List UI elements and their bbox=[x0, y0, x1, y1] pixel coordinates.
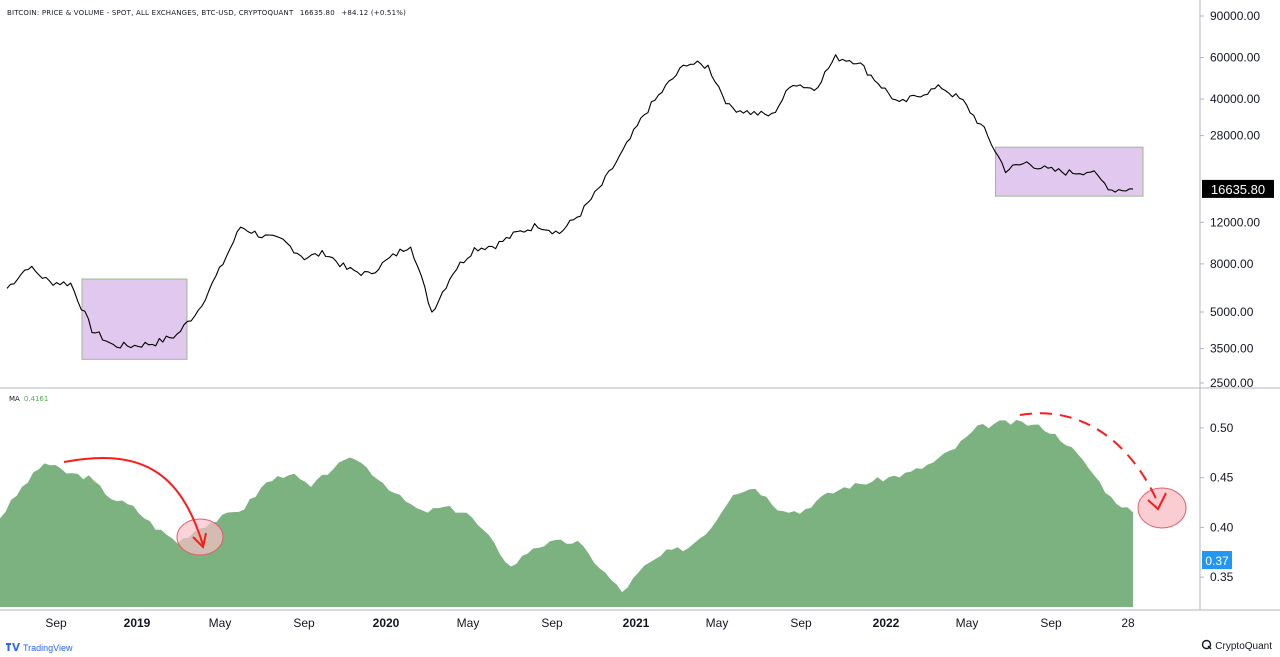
header-change: +84.12 (+0.51%) bbox=[341, 9, 407, 17]
cryptoquant-label: CryptoQuant bbox=[1215, 640, 1272, 652]
time-tick-label: May bbox=[706, 616, 729, 630]
highlight-boxes bbox=[81, 146, 1144, 360]
arrow-head-2 bbox=[1147, 492, 1167, 511]
price-tick-label: 12000.00 bbox=[1210, 215, 1260, 229]
price-tick-label: 2500.00 bbox=[1210, 376, 1254, 390]
tradingview-brand[interactable]: TradingView bbox=[6, 642, 73, 653]
ma-label: MA bbox=[9, 395, 20, 403]
time-tick-label: Sep bbox=[293, 616, 315, 630]
time-tick-label: May bbox=[457, 616, 480, 630]
time-tick-label: 2019 bbox=[124, 616, 151, 630]
price-tick-label: 28000.00 bbox=[1210, 129, 1260, 143]
bottom-circle-2 bbox=[1137, 487, 1187, 529]
ma-axis-ticks: 0.35 0.40 0.45 0.50 bbox=[1200, 421, 1234, 584]
time-tick-label: Sep bbox=[790, 616, 812, 630]
time-tick-label: Sep bbox=[541, 616, 563, 630]
time-tick-label: 2022 bbox=[873, 616, 900, 630]
price-tick-label: 8000.00 bbox=[1210, 257, 1254, 271]
ma-area bbox=[0, 419, 1133, 607]
ma-tick-label: 0.50 bbox=[1210, 421, 1234, 435]
chart-title: BITCOIN: PRICE & VOLUME - SPOT, ALL EXCH… bbox=[7, 9, 294, 17]
time-tick-label: May bbox=[956, 616, 979, 630]
ma-last-label: 0.37 bbox=[1205, 554, 1229, 568]
ma-tick-label: 0.40 bbox=[1210, 520, 1234, 534]
dashed-arrow-2 bbox=[1019, 412, 1159, 504]
price-last-tag bbox=[1202, 179, 1274, 198]
time-tick-label: Sep bbox=[1040, 616, 1062, 630]
ma-tick-label: 0.35 bbox=[1210, 570, 1234, 584]
ma-last-tag bbox=[1202, 551, 1232, 569]
last-value-tags: 16635.80 0.37 bbox=[1202, 179, 1274, 569]
ma-value: 0.4161 bbox=[23, 395, 49, 403]
highlight-box-1 bbox=[81, 278, 188, 360]
chart-header: BITCOIN: PRICE & VOLUME - SPOT, ALL EXCH… bbox=[7, 9, 406, 17]
highlight-box-2 bbox=[995, 146, 1144, 197]
time-tick-label: Sep bbox=[45, 616, 67, 630]
price-axis-ticks: 2500.00 3500.00 5000.00 8000.00 12000.00 2800… bbox=[1200, 9, 1260, 390]
ma-header: MA 0.4161 bbox=[9, 395, 48, 403]
price-last-label: 16635.80 bbox=[1211, 182, 1265, 197]
ma-area-series bbox=[0, 419, 1133, 607]
cryptoquant-brand[interactable]: CryptoQuant bbox=[1201, 639, 1272, 653]
ma-tick-label: 0.45 bbox=[1210, 471, 1234, 485]
time-tick-label: May bbox=[209, 616, 232, 630]
time-tick-label: 28 bbox=[1121, 616, 1135, 630]
cryptoquant-logo-icon bbox=[1201, 639, 1212, 653]
price-line-series bbox=[6, 54, 1133, 349]
arrow-head-1 bbox=[192, 532, 207, 550]
annotations bbox=[63, 412, 1187, 556]
price-tick-label: 3500.00 bbox=[1210, 342, 1254, 356]
tradingview-label: TradingView bbox=[23, 642, 73, 653]
tradingview-logo-icon bbox=[6, 642, 20, 653]
price-line bbox=[6, 54, 1133, 349]
time-tick-label: 2021 bbox=[623, 616, 650, 630]
price-tick-label: 40000.00 bbox=[1210, 92, 1260, 106]
curved-arrow-1 bbox=[63, 457, 204, 546]
time-tick-label: 2020 bbox=[373, 616, 400, 630]
header-last-value: 16635.80 bbox=[299, 9, 335, 17]
price-tick-label: 90000.00 bbox=[1210, 9, 1260, 23]
price-tick-label: 60000.00 bbox=[1210, 51, 1260, 65]
time-axis-ticks: Sep 2019 May Sep 2020 May Sep 2021 May Sep 2022 May… bbox=[45, 616, 1135, 630]
price-tick-label: 5000.00 bbox=[1210, 305, 1254, 319]
